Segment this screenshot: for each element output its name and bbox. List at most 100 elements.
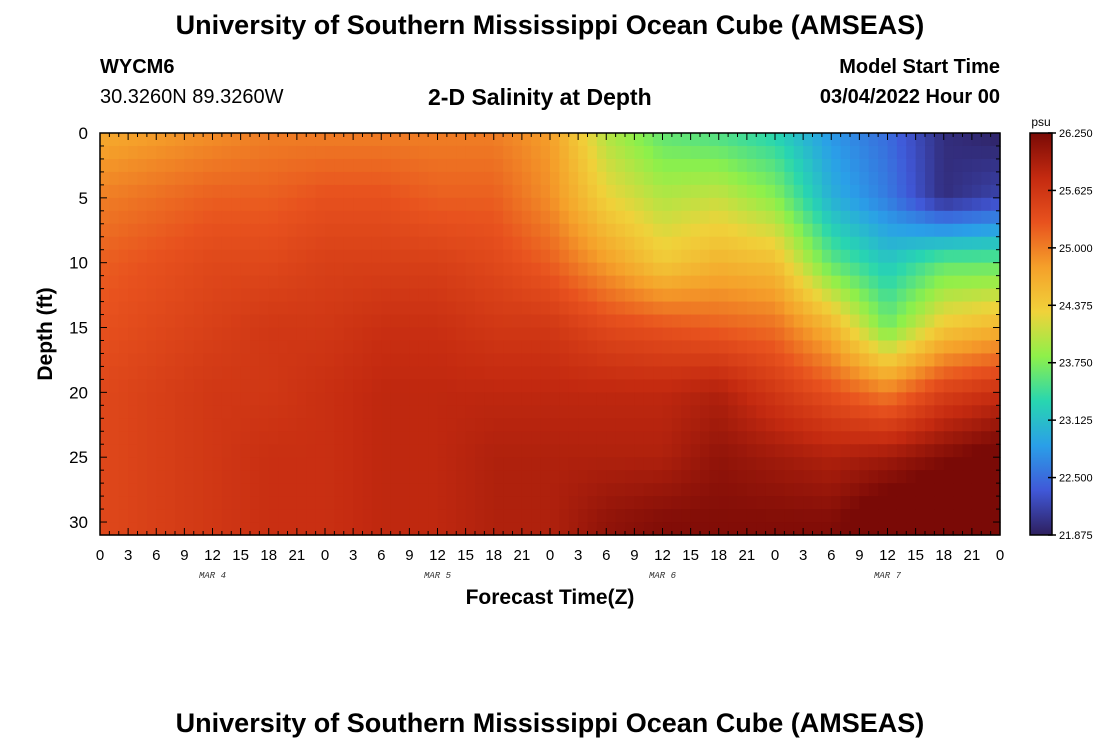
heatmap-cell [578, 496, 589, 510]
heatmap-cell [831, 223, 842, 238]
heatmap-cell [418, 470, 429, 484]
heatmap-cell [484, 262, 495, 277]
colorbar-tick-label: 22.500 [1059, 473, 1093, 485]
heatmap-cell [475, 418, 485, 432]
heatmap-cell [990, 288, 1001, 303]
heatmap-cell [456, 340, 467, 355]
heatmap-cell [240, 457, 251, 471]
heatmap-cell [221, 379, 232, 393]
heatmap-cell [203, 496, 214, 510]
heatmap-cell [118, 431, 129, 445]
heatmap-cell [371, 158, 382, 173]
heatmap-cell [746, 496, 757, 510]
heatmap-cell [137, 327, 148, 342]
heatmap-cell [840, 509, 851, 523]
heatmap-cell [859, 496, 870, 510]
heatmap-cell [146, 522, 157, 536]
heatmap-cell [887, 366, 898, 380]
heatmap-cell [531, 340, 542, 355]
heatmap-cell [484, 522, 495, 536]
heatmap-cell [381, 223, 392, 238]
heatmap-cell [578, 418, 589, 432]
heatmap-cell [503, 431, 514, 445]
heatmap-cell [475, 262, 485, 277]
heatmap-cell [653, 418, 664, 432]
heatmap-cell [381, 171, 392, 186]
heatmap-cell [362, 301, 373, 316]
heatmap-cell [184, 496, 195, 510]
heatmap-cell [775, 431, 785, 445]
heatmap-cell [981, 470, 992, 484]
heatmap-cell [840, 405, 851, 419]
heatmap-cell [887, 145, 898, 160]
heatmap-cell [559, 353, 570, 368]
heatmap-cell [728, 133, 739, 147]
heatmap-cell [306, 418, 317, 432]
heatmap-cell [165, 366, 176, 380]
heatmap-cell [662, 405, 673, 419]
heatmap-cell [268, 379, 279, 393]
heatmap-cell [437, 133, 448, 147]
heatmap-cell [109, 236, 120, 251]
heatmap-cell [409, 340, 420, 355]
heatmap-cell [128, 444, 139, 458]
heatmap-cell [925, 431, 935, 445]
heatmap-cell [634, 522, 645, 536]
heatmap-cell [296, 197, 307, 212]
heatmap-cell [409, 444, 420, 458]
heatmap-cell [231, 470, 242, 484]
heatmap-cell [109, 314, 120, 329]
heatmap-cell [709, 197, 720, 212]
heatmap-cell [221, 158, 232, 173]
heatmap-cell [371, 444, 382, 458]
heatmap-cell [896, 483, 907, 497]
heatmap-cell [775, 483, 785, 497]
heatmap-cell [428, 470, 439, 484]
heatmap-cell [484, 158, 495, 173]
heatmap-cell [878, 301, 889, 316]
heatmap-cell [531, 392, 542, 406]
heatmap-cell [850, 236, 860, 251]
heatmap-cell [925, 236, 935, 251]
heatmap-cell [381, 405, 392, 419]
heatmap-cell [390, 431, 401, 445]
heatmap-cell [287, 223, 298, 238]
heatmap-cell [371, 301, 382, 316]
heatmap-cell [653, 483, 664, 497]
heatmap-cell [915, 457, 926, 471]
heatmap-cell [756, 327, 767, 342]
heatmap-cell [193, 133, 204, 147]
heatmap-cell [418, 184, 429, 199]
heatmap-cell [250, 210, 260, 225]
heatmap-cell [512, 301, 523, 316]
heatmap-cell [625, 483, 635, 497]
heatmap-cell [953, 522, 964, 536]
heatmap-cell [418, 262, 429, 277]
heatmap-cell [568, 483, 579, 497]
heatmap-cell [550, 145, 560, 160]
heatmap-cell [662, 249, 673, 264]
heatmap-cell [465, 133, 476, 147]
heatmap-cell [943, 509, 954, 523]
heatmap-cell [868, 249, 879, 264]
x-tick-label: 12 [879, 547, 896, 564]
heatmap-cell [953, 457, 964, 471]
heatmap-cell [371, 314, 382, 329]
heatmap-cell [353, 496, 364, 510]
heatmap-cell [606, 301, 617, 316]
heatmap-cell [634, 288, 645, 303]
x-tick-label: 0 [996, 547, 1004, 564]
heatmap-cell [165, 431, 176, 445]
heatmap-cell [146, 483, 157, 497]
heatmap-cell [775, 171, 785, 186]
heatmap-cell [943, 340, 954, 355]
heatmap-cell [231, 379, 242, 393]
heatmap-cell [690, 210, 701, 225]
heatmap-cell [231, 301, 242, 316]
heatmap-cell [109, 145, 120, 160]
heatmap-cell [559, 483, 570, 497]
heatmap-cell [615, 470, 626, 484]
heatmap-cell [325, 340, 335, 355]
heatmap-cell [550, 275, 560, 290]
heatmap-cell [840, 301, 851, 316]
